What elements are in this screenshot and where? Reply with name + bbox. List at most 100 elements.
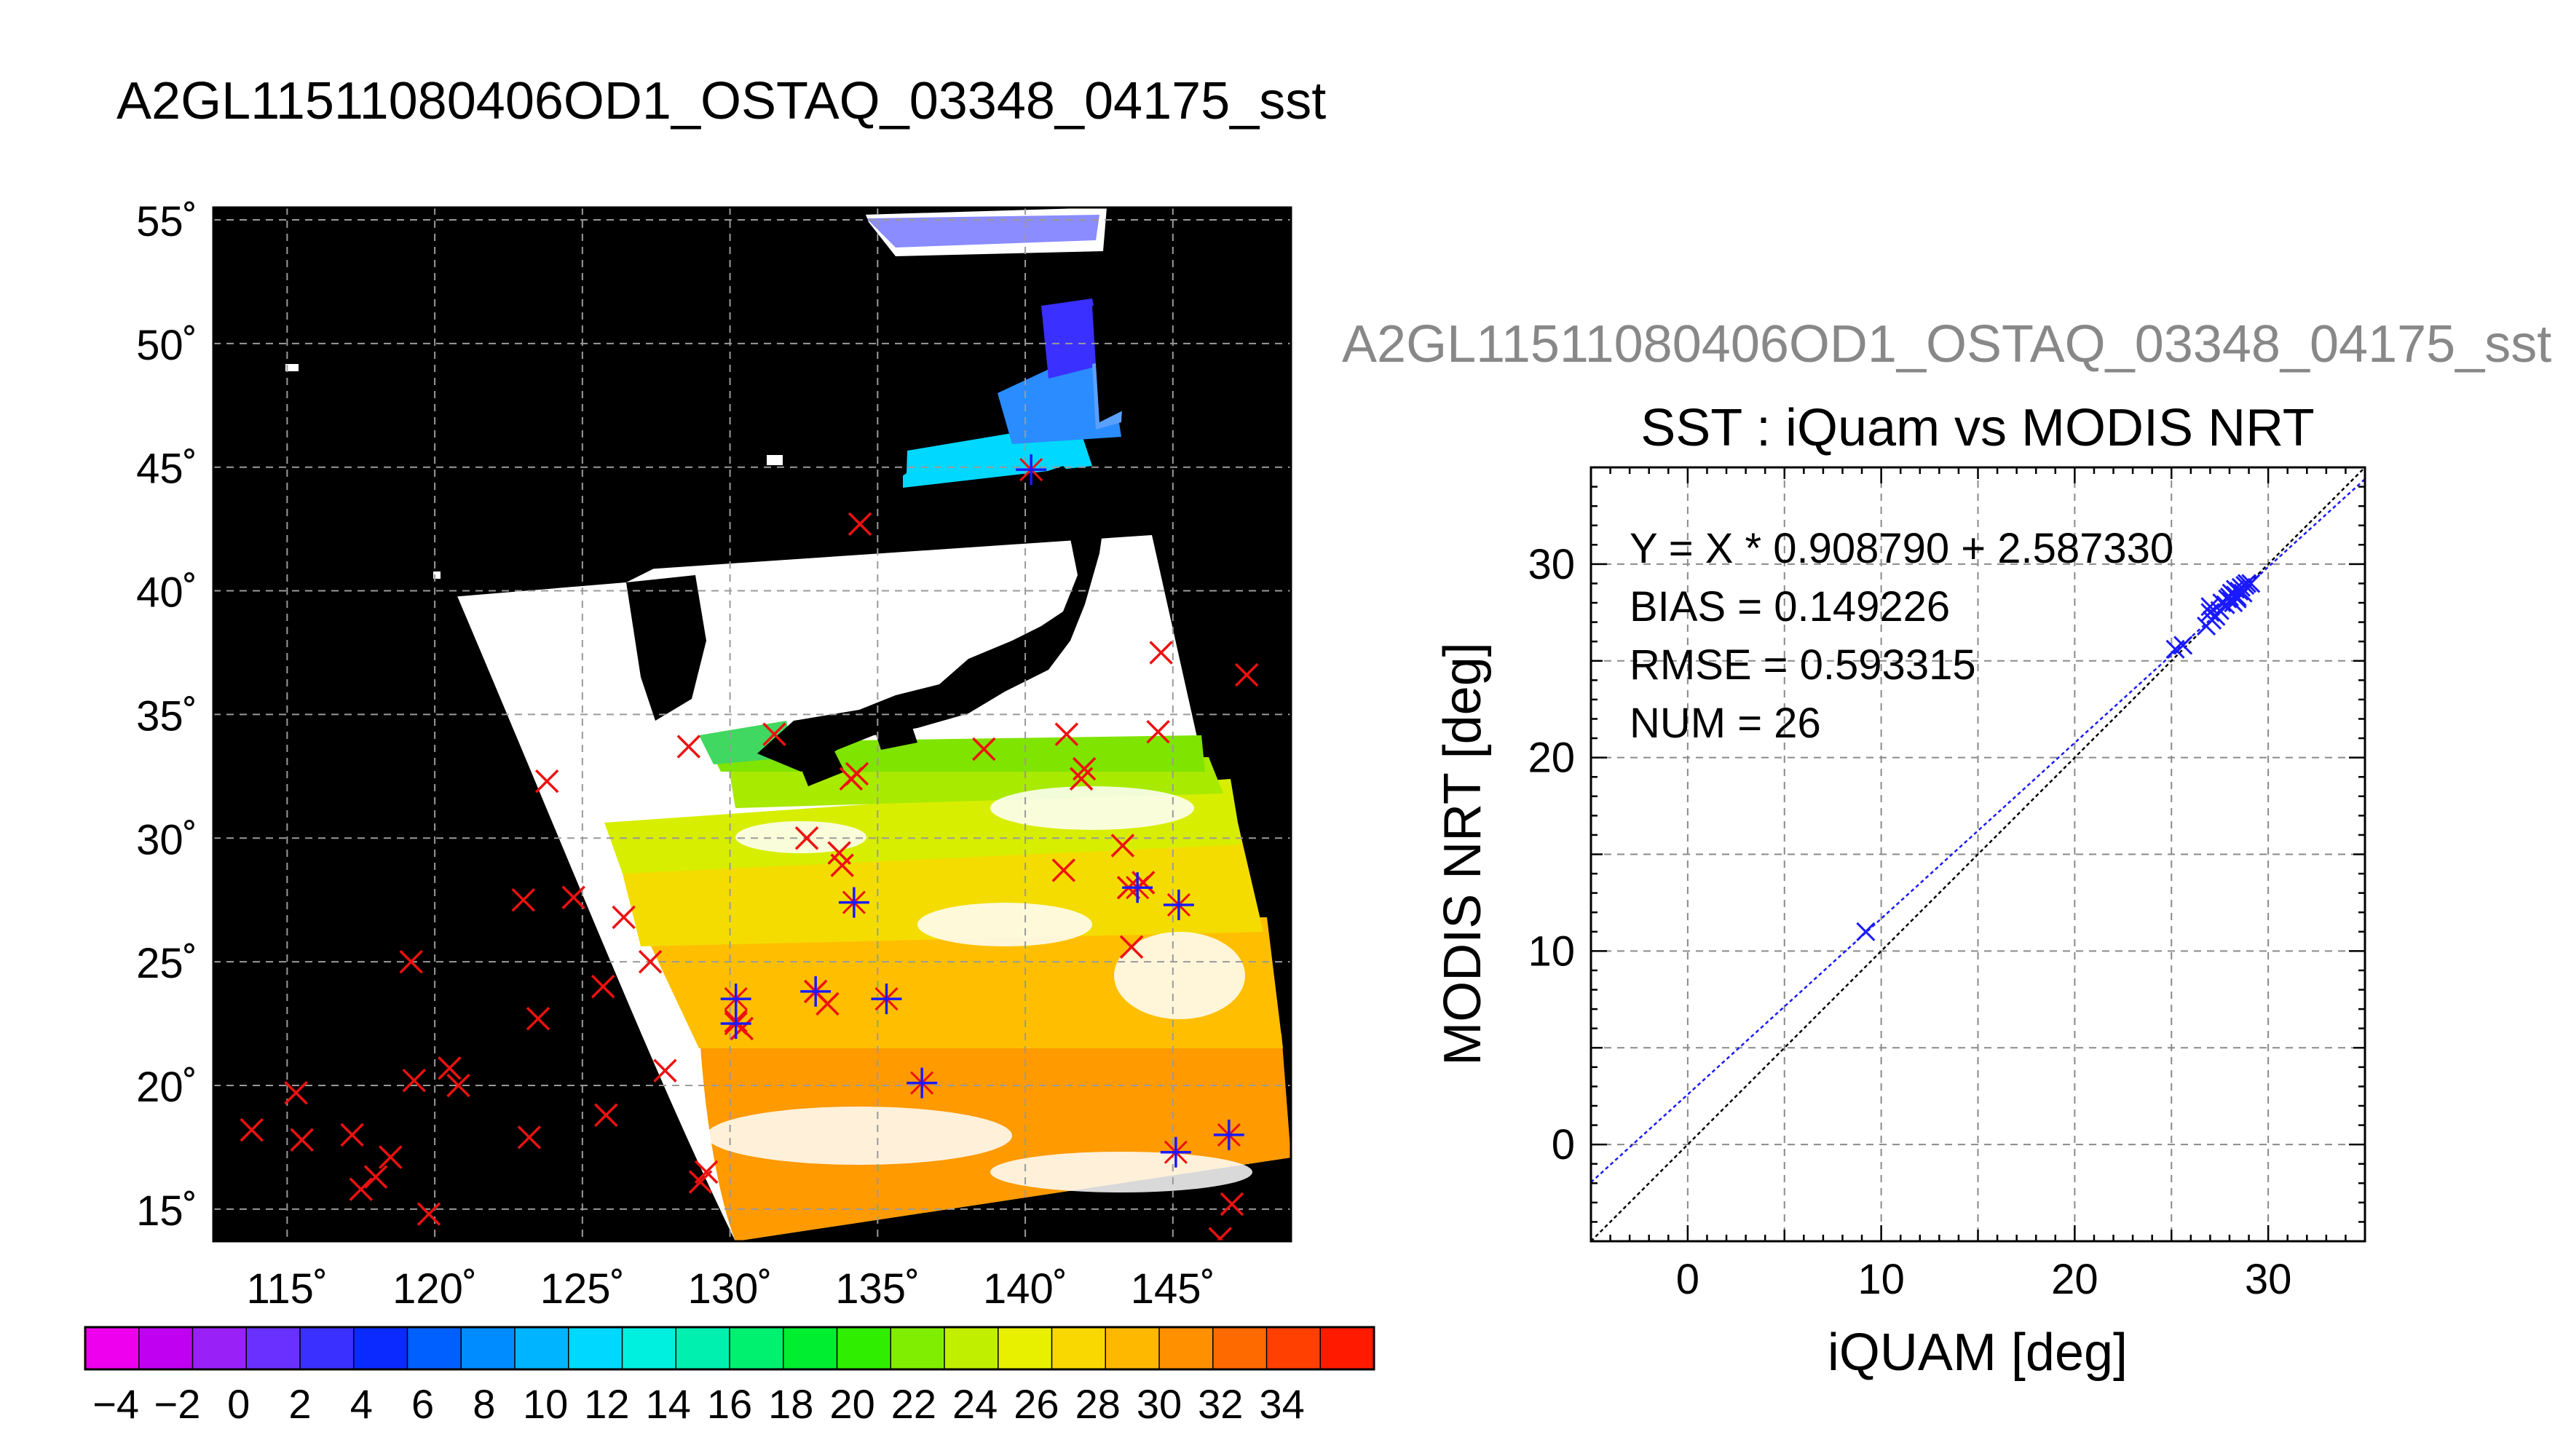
y-tick-label: 20 <box>1528 735 1575 782</box>
lat-tick-label: 45˚ <box>136 446 197 493</box>
lat-tick-label: 40˚ <box>136 569 197 617</box>
red-cross-marker <box>594 1103 618 1127</box>
colorbar-swatch <box>138 1326 194 1370</box>
lon-tick-label: 135˚ <box>835 1265 920 1313</box>
colorbar-swatch <box>783 1326 838 1370</box>
sst-map-panel: 55˚ 50˚ 45˚ 40˚ 35˚ 30˚ 25˚ 20˚ 15˚ 115˚ 120˚ 125˚… <box>136 198 1292 1313</box>
colorbar-swatch <box>568 1326 623 1370</box>
red-cross-marker <box>1119 935 1144 959</box>
scatter-point <box>2200 597 2220 617</box>
colorbar-tick-label: −2 <box>154 1381 200 1427</box>
map-frame <box>212 206 1292 1243</box>
cloud-streaks <box>706 786 1252 1192</box>
red-cross-marker <box>1220 1192 1244 1216</box>
colorbar-tick-label: 32 <box>1198 1381 1243 1427</box>
colorbar-tick-label: 16 <box>707 1381 752 1427</box>
iquam-station-crosses <box>240 512 1259 1241</box>
scatter-point <box>1856 922 1876 941</box>
red-cross-marker <box>438 1056 462 1080</box>
x-tick-label: 30 <box>2245 1256 2292 1303</box>
colorbar-tick-label: 4 <box>350 1381 373 1427</box>
colorbar-tick-label: −4 <box>92 1381 139 1427</box>
stats-num: NUM = 26 <box>1630 700 1821 747</box>
colorbar-swatch <box>729 1326 784 1370</box>
red-cross-marker <box>340 1123 364 1147</box>
lon-tick-label: 115˚ <box>246 1265 328 1313</box>
red-cross-marker <box>290 1128 314 1152</box>
red-cross-marker <box>638 949 663 974</box>
figure-title: A2GL11511080406OD1_OSTAQ_03348_04175_sst <box>117 72 1326 130</box>
blue-star-marker <box>1163 889 1194 920</box>
red-cross-marker <box>839 767 864 791</box>
colorbar-tick-label: 30 <box>1137 1381 1182 1427</box>
x-tick-label: 0 <box>1676 1256 1699 1303</box>
blue-star-marker <box>720 1008 751 1040</box>
scatter-x-axis-label: iQUAM [deg] <box>1828 1324 2128 1382</box>
red-cross-marker <box>1054 722 1079 746</box>
colorbar-swatch <box>836 1326 892 1370</box>
red-cross-marker <box>399 949 423 974</box>
scatter-point <box>2237 574 2256 593</box>
red-cross-marker <box>1149 641 1173 665</box>
colorbar-swatch <box>1158 1326 1214 1370</box>
red-cross-marker <box>1072 756 1097 781</box>
colorbar-tick-label: 14 <box>646 1381 691 1427</box>
blue-star-marker <box>1213 1119 1244 1150</box>
scatter-stats: Y = X * 0.908790 + 2.587330 BIAS = 0.149… <box>1630 525 2173 747</box>
scatter-point <box>2219 587 2240 607</box>
colorbar-swatch <box>353 1326 408 1370</box>
colorbar-swatch <box>1212 1326 1268 1370</box>
lat-tick-label: 55˚ <box>136 198 197 245</box>
red-cross-marker <box>526 1007 550 1031</box>
lat-tick-label: 25˚ <box>136 940 197 987</box>
map-latitude-labels: 55˚ 50˚ 45˚ 40˚ 35˚ 30˚ 25˚ 20˚ 15˚ <box>136 198 197 1235</box>
scatter-point <box>2222 591 2241 611</box>
colorbar-tick-label: 34 <box>1259 1381 1304 1427</box>
colorbar-swatch <box>621 1326 677 1370</box>
y-tick-label: 30 <box>1528 541 1575 588</box>
red-cross-marker <box>848 512 872 537</box>
red-cross-marker <box>416 1202 441 1226</box>
lon-tick-label: 130˚ <box>688 1265 773 1313</box>
scatter-grey-title: A2GL11511080406OD1_OSTAQ_03348_04175_sst <box>1342 315 2551 373</box>
blue-star-marker <box>871 984 902 1015</box>
blue-star-marker <box>838 887 869 918</box>
scatter-point <box>2233 583 2253 603</box>
scatter-panel: A2GL11511080406OD1_OSTAQ_03348_04175_sst… <box>1342 315 2551 1382</box>
red-cross-marker <box>534 769 559 794</box>
colorbar-swatch <box>1051 1326 1107 1370</box>
stats-rmse: RMSE = 0.593315 <box>1630 641 1976 689</box>
scatter-point <box>2227 587 2247 607</box>
red-cross-marker <box>363 1165 388 1189</box>
colorbar-tick-label: 2 <box>288 1381 311 1427</box>
scatter-point <box>2231 577 2251 597</box>
red-cross-marker <box>1146 719 1170 744</box>
red-cross-marker <box>591 974 615 999</box>
colorbar-swatch <box>1265 1326 1322 1370</box>
colorbar-tick-label: 12 <box>584 1381 629 1427</box>
colorbar-swatch <box>84 1326 140 1370</box>
map-gridlines <box>213 207 1291 1241</box>
colorbar-swatch <box>890 1326 946 1370</box>
lon-tick-label: 125˚ <box>540 1265 625 1313</box>
red-cross-marker <box>511 887 535 912</box>
colorbar-swatch <box>299 1326 355 1370</box>
colorbar-frame <box>84 1326 1375 1371</box>
colorbar-tick-label: 18 <box>768 1381 813 1427</box>
matched-station-stars <box>720 454 1244 1168</box>
colorbar-swatch <box>191 1326 248 1370</box>
x-tick-label: 10 <box>1857 1256 1905 1303</box>
colorbar-tick-label: 8 <box>473 1381 495 1427</box>
island-speck <box>767 455 783 465</box>
colorbar-tick-label: 10 <box>523 1381 568 1427</box>
x-tick-label: 20 <box>2051 1256 2098 1303</box>
lat-tick-label: 20˚ <box>136 1064 197 1111</box>
map-longitude-labels: 115˚ 120˚ 125˚ 130˚ 135˚ 140˚ 145˚ <box>246 1265 1215 1313</box>
sst-colorbar: −4 −2 0 2 4 6 8 10 12 14 16 18 20 22 24 26 28 30 32 34 <box>84 1326 1375 1427</box>
lon-tick-label: 120˚ <box>392 1265 477 1313</box>
y-tick-label: 0 <box>1552 1121 1575 1168</box>
colorbar-tick-label: 28 <box>1075 1381 1121 1427</box>
scatter-gridlines <box>1591 467 2365 1241</box>
red-cross-marker <box>1208 1227 1232 1241</box>
